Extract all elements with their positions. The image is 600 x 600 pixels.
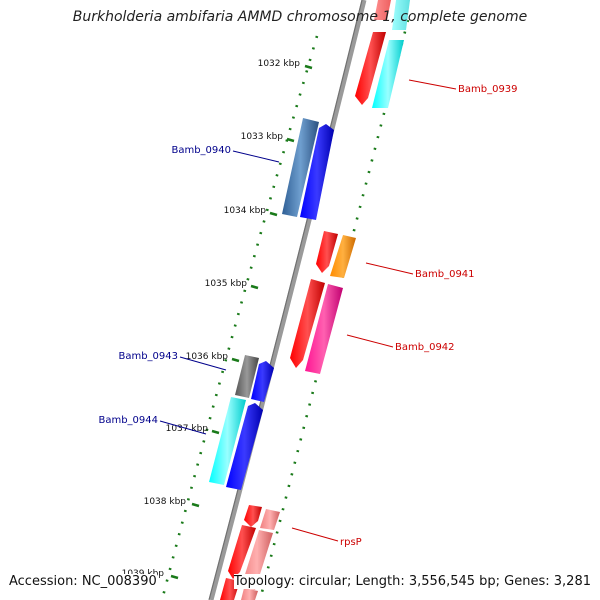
gene-feature [316, 231, 338, 273]
tick-mark [250, 284, 259, 290]
reverse-strand-features [209, 118, 334, 490]
callout-line [408, 79, 457, 90]
callout-line [291, 527, 339, 542]
tick-mark [211, 429, 220, 435]
callout-line [179, 356, 227, 371]
gene-label-bamb-0941[interactable]: Bamb_0941 [415, 269, 475, 280]
gene-feature-rpsp [260, 509, 280, 530]
gene-feature-bamb-0939-a [355, 32, 386, 105]
gene-label-bamb-0940[interactable]: Bamb_0940 [171, 145, 231, 156]
gene-feature-rpsp-a [244, 505, 262, 527]
callout-line [232, 150, 280, 163]
chromosome-backbone-shadow [208, 0, 363, 600]
tick-mark [170, 574, 179, 580]
tick-mark [191, 502, 200, 508]
gene-label-bamb-0944[interactable]: Bamb_0944 [98, 415, 158, 426]
forward-strand-features [220, 0, 410, 600]
chromosome-backbone [208, 0, 367, 600]
tick-mark [231, 357, 240, 363]
gene-feature [241, 588, 258, 600]
genome-summary: Topology: circular; Length: 3,556,545 bp… [233, 574, 591, 589]
tick-mark [269, 211, 278, 217]
tick-label: 1038 kbp [144, 497, 187, 507]
tick-label: 1034 kbp [224, 206, 267, 216]
callout-line [346, 334, 394, 348]
gene-feature-bamb-0942 [305, 284, 343, 374]
accession-text: Accession: NC_008390 [9, 574, 157, 589]
tick-guide-line [160, 35, 319, 600]
tick-label: 1036 kbp [186, 352, 229, 362]
gene-feature-bamb-0941 [330, 235, 356, 278]
gene-feature [226, 403, 263, 490]
callout-line [159, 420, 207, 435]
tick-label: 1033 kbp [241, 132, 284, 142]
gene-label-rpsp[interactable]: rpsP [340, 537, 362, 548]
gene-feature [300, 124, 334, 220]
gene-feature-bamb-0939 [372, 40, 404, 108]
callout-line [365, 262, 414, 275]
gene-label-bamb-0943[interactable]: Bamb_0943 [118, 351, 178, 362]
gene-label-bamb-0942[interactable]: Bamb_0942 [395, 342, 455, 353]
gene-feature-bamb-0940 [282, 118, 319, 217]
tick-mark [304, 64, 313, 70]
gene-feature [392, 0, 410, 30]
gene-feature [228, 525, 256, 579]
gene-label-bamb-0939[interactable]: Bamb_0939 [458, 84, 518, 95]
tick-label: 1032 kbp [258, 59, 301, 69]
gene-feature [374, 0, 391, 20]
gene-feature [251, 361, 274, 402]
gene-feature [290, 279, 325, 368]
gene-feature-bamb-0943 [235, 355, 259, 398]
tick-mark [286, 137, 295, 143]
tick-label: 1035 kbp [205, 279, 248, 289]
map-title: Burkholderia ambifaria AMMD chromosome 1… [72, 9, 528, 25]
tick-marks [170, 64, 313, 580]
gene-feature-bamb-0944 [209, 397, 246, 485]
